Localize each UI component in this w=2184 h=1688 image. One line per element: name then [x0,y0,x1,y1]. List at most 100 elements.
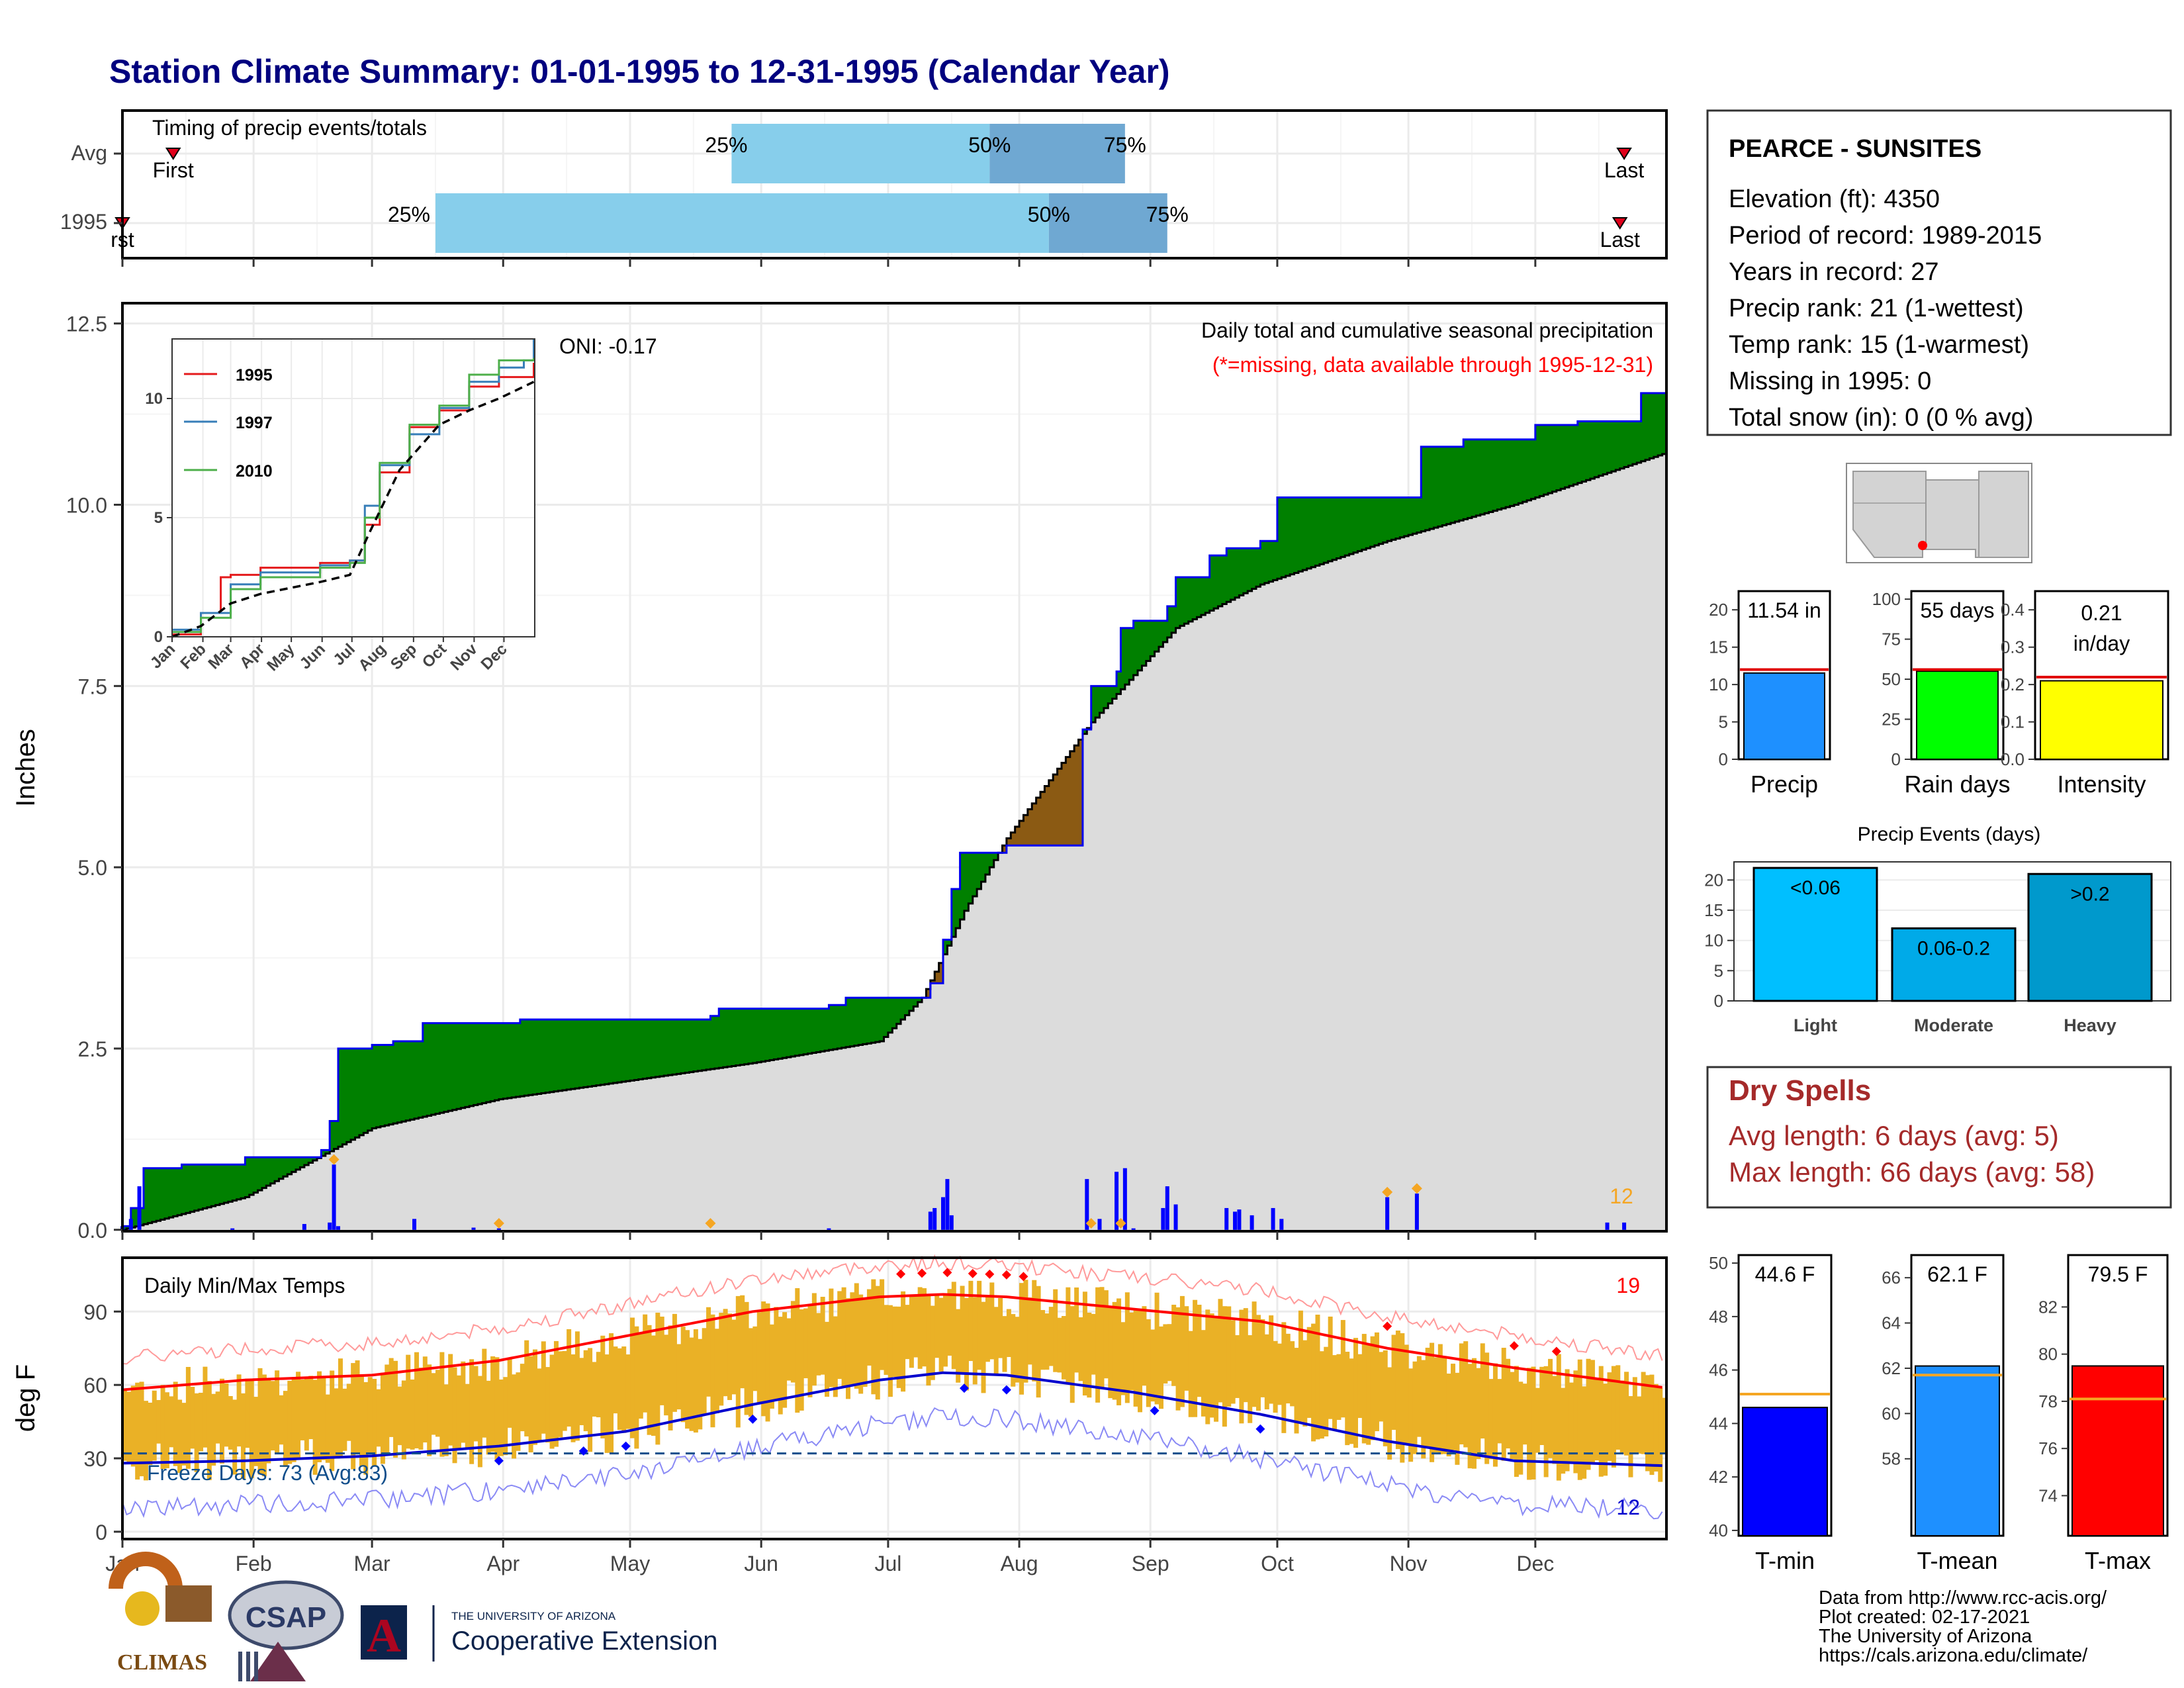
daily-temp-range-bar [1057,1317,1062,1373]
daily-temp-range-bar [486,1380,491,1455]
daily-temp-range-bar [456,1375,461,1449]
daily-temp-range-bar [1442,1357,1447,1454]
daily-temp-range-bar [1404,1344,1409,1444]
daily-temp-range-bar [206,1381,212,1481]
daily-temp-range-bar [126,1391,132,1463]
events-bar-moderate [1891,927,2017,1002]
daily-temp-range-bar [1374,1332,1379,1432]
daily-temp-range-bar [1235,1335,1240,1398]
daily-temp-range-bar [837,1291,842,1380]
daily-temp-range-bar [570,1354,576,1442]
inset-lines [171,339,535,638]
daily-temp-range-bar [668,1325,673,1430]
summary-y-tick-label: 75 [1882,630,1901,649]
precip-y-axis: 0.0 2.5 5.0 7.5 10.0 12.5 [66,312,1537,1243]
csap-stripe [238,1652,242,1681]
daily-temp-range-bar [482,1348,487,1438]
events-y-tick-label: 10 [1704,931,1723,951]
temp-summary-y-tick-label: 82 [2038,1297,2058,1317]
daily-temp-range-bar [220,1378,225,1464]
daily-temp-range-bar [1565,1369,1570,1472]
daily-temp-range-bar [858,1294,864,1394]
summary-y-tick-label: 100 [1872,589,1901,609]
inset-frame [171,338,535,637]
daily-precip-bar [1161,1207,1165,1230]
daily-temp-range-bar [537,1368,542,1442]
daily-temp-range-bar [1467,1364,1473,1469]
daily-temp-range-bar [1561,1387,1566,1474]
daily-temp-range-bar [1552,1376,1557,1464]
daily-temp-range-bar [740,1295,745,1389]
daily-temp-range-bar [706,1307,711,1397]
footer-line-1: Data from http://www.rcc-acis.org/ [1819,1587,2107,1609]
oni-label: ONI: -0.17 [559,334,657,358]
temp-y-tick-label: 0 [95,1521,107,1544]
daily-temp-range-bar [727,1313,733,1400]
daily-precip-bar [1122,1168,1127,1230]
summary-bar-charts: 0 5 10 15 20 11.54 in Precip 0 25 50 75 100 55 days R… [1709,589,2169,798]
footer-logos: CLIMAS CSAP A THE UNIVERSITY OF ARIZONA … [109,1552,717,1681]
month-tick-label: Nov [1390,1552,1428,1575]
precip-y-tick-label: 10.0 [66,493,107,517]
daily-temp-range-bar [803,1308,809,1379]
daily-temp-range-bar [1188,1331,1193,1417]
daily-temp-range-bar [1146,1319,1151,1407]
month-tick-label: Apr [486,1552,520,1575]
daily-temp-range-bar [1514,1366,1519,1477]
daily-temp-range-bar [592,1362,597,1417]
last-event-marker [1612,217,1628,230]
freeze-days-label: Freeze Days: 73 (Avg:83) [147,1461,388,1485]
daily-temp-range-bar [253,1397,259,1466]
events-value-label: <0.06 [1790,877,1841,899]
ua-block [361,1605,407,1660]
daily-temp-range-bar [799,1309,804,1411]
events-bar-light [1752,867,1878,1002]
daily-temp-range-bar [1624,1372,1629,1456]
daily-temp-range-bar [964,1297,969,1391]
daily-temp-range-bar [240,1393,246,1479]
daily-temp-range-bar [498,1379,504,1456]
daily-temp-range-bar [1006,1309,1011,1357]
daily-temp-range-bar [1590,1360,1595,1464]
daily-precip-bar [1115,1172,1119,1230]
daily-temp-range-bar [1400,1333,1405,1463]
daily-temp-range-bar [342,1388,347,1451]
temp-y-axis: 0 30 60 90 [83,1300,122,1544]
temp-summary-bars: 40 42 44 46 48 50 44.6 F T-min 58 60 62 64 66 62.1 F T… [1709,1253,2169,1574]
heavy-event-marker [493,1217,504,1229]
ua-logo: A THE UNIVERSITY OF ARIZONA Cooperative … [361,1605,717,1662]
daily-temp-range-bar [465,1383,470,1450]
daily-temp-range-bar [173,1382,178,1466]
summary-y-tick-label: 0.2 [2001,675,2025,694]
daily-temp-range-bar [512,1374,517,1459]
daily-temp-range-bar [811,1293,817,1386]
daily-temp-range-bar [1539,1366,1545,1445]
daily-precip-bar [128,1219,133,1230]
daily-temp-range-bar [1455,1372,1460,1465]
daily-temp-range-bar [972,1297,978,1385]
daily-temp-range-bar [617,1348,622,1430]
temp-y-tick-label: 60 [83,1374,107,1397]
month-tick-label: Jul [874,1552,901,1575]
precip-y-tick-label: 7.5 [78,675,107,698]
average-cumulative-line [122,453,1666,1231]
record-high-marker [942,1268,952,1278]
summary-y-tick-label: 25 [1882,710,1901,729]
daily-temp-range-bar [1501,1348,1506,1461]
month-tick-label: Oct [1261,1552,1294,1575]
precip-y-tick-label: 5.0 [78,856,107,880]
daily-temp-range-bar [439,1352,445,1457]
timing-bar-q2 [989,124,1125,183]
csap-mountain [250,1642,306,1681]
daily-precip-bar [1250,1215,1254,1230]
footer-text: Data from http://www.rcc-acis.org/ Plot … [1819,1587,2107,1666]
csap-stripe [254,1652,258,1681]
daily-temp-range-bar [372,1379,377,1467]
daily-temp-range-bar [1645,1375,1651,1472]
events-category-label: Moderate [1914,1015,1993,1035]
daily-temp-range-bar [334,1388,339,1456]
daily-temp-range-bar [1302,1340,1308,1427]
events-y-tick-label: 5 [1714,961,1723,980]
daily-temp-range-bar [1209,1313,1214,1418]
